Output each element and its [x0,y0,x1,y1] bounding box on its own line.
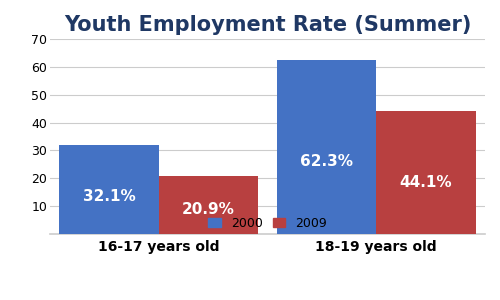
Bar [277,61,376,234]
Bar [60,145,158,234]
Legend: 2000, 2009: 2000, 2009 [208,217,327,230]
Bar [158,176,258,234]
Text: 62.3%: 62.3% [300,154,353,169]
Title: Youth Employment Rate (Summer): Youth Employment Rate (Summer) [64,15,471,35]
Text: 32.1%: 32.1% [82,189,136,204]
Text: 20.9%: 20.9% [182,202,235,217]
Bar [376,111,476,234]
Text: 44.1%: 44.1% [400,175,452,190]
